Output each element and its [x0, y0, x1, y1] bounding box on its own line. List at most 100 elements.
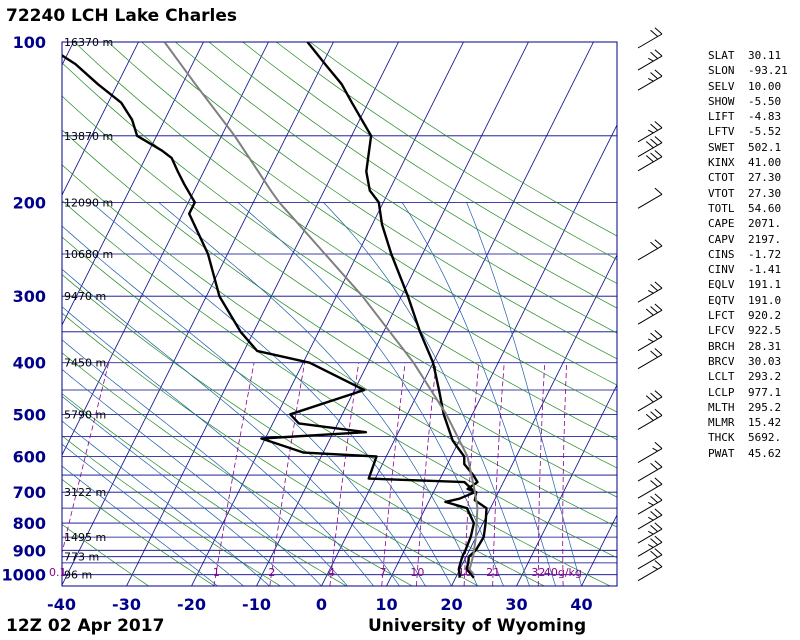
wind-barb-column — [637, 27, 663, 582]
observation-time: 12Z 02 Apr 2017 — [6, 616, 165, 636]
moist-adiabat-line — [62, 225, 426, 586]
pressure-tick-label: 400 — [13, 354, 46, 373]
wind-barb — [637, 69, 663, 91]
index-row: CINS -1.72 — [708, 247, 788, 262]
pressure-tick-label: 300 — [13, 287, 46, 306]
mixing-ratio-label: 1 — [213, 566, 220, 579]
mixing-ratio-label: 7 — [380, 566, 387, 579]
index-value: 30.03 — [748, 354, 782, 368]
mixing-ratio-line — [416, 362, 437, 586]
moist-adiabat-line — [91, 202, 452, 586]
index-value: 977.1 — [748, 385, 782, 399]
wind-barb — [637, 348, 663, 370]
wind-barb — [637, 441, 663, 463]
index-key: LIFT — [708, 110, 735, 124]
index-value: 295.2 — [748, 400, 782, 414]
index-value: 191.0 — [748, 293, 782, 307]
dry-adiabat-line — [208, 42, 617, 309]
height-label: 13870 m — [64, 130, 113, 143]
isotherm-line — [321, 42, 594, 586]
index-value: -1.41 — [748, 263, 782, 277]
mixing-ratio-label: 0.1 — [49, 566, 67, 579]
height-label: 16370 m — [64, 36, 113, 49]
index-value: 293.2 — [748, 370, 782, 384]
wind-barb — [637, 548, 663, 570]
isotherm-line — [191, 42, 464, 586]
mixing-ratio-line — [537, 362, 546, 586]
pressure-tick-label: 500 — [13, 405, 46, 424]
wind-barb — [637, 508, 663, 530]
index-key: THCK — [708, 431, 735, 445]
index-value: 28.31 — [748, 339, 782, 353]
index-key: PWAT — [708, 446, 735, 460]
temperature-tick-label: -10 — [242, 595, 271, 614]
moist-adiabat-line — [62, 395, 296, 586]
index-value: 922.5 — [748, 324, 782, 338]
moist-adiabat-line — [62, 465, 218, 586]
index-value: 10.00 — [748, 79, 782, 93]
wind-barb — [637, 330, 663, 352]
moist-adiabat-line — [62, 368, 322, 586]
moist-adiabat-line — [62, 443, 244, 586]
index-row: KINX 41.00 — [708, 155, 788, 170]
temperature-tick-label: -30 — [112, 595, 141, 614]
pressure-tick-label: 100 — [13, 33, 46, 52]
dry-adiabat-line — [62, 312, 479, 586]
index-key: LFCV — [708, 324, 735, 338]
moist-adiabat-line — [401, 202, 556, 586]
wind-barb — [637, 493, 663, 515]
index-row: CINV -1.41 — [708, 262, 788, 277]
moist-adiabat-line — [466, 202, 582, 586]
mixing-ratio-line — [562, 362, 568, 586]
index-row: MLMR 15.42 — [708, 415, 788, 430]
temperature-tick-label: 30 — [505, 595, 527, 614]
height-label: 96 m — [64, 569, 92, 582]
index-key: LFTV — [708, 125, 735, 139]
index-value: 5692. — [748, 431, 782, 445]
index-row: SHOW -5.50 — [708, 94, 788, 109]
index-row: MLTH 295.2 — [708, 400, 788, 415]
moist-adiabat-line — [158, 202, 478, 586]
isotherm-line — [516, 384, 617, 586]
moist-adiabat-line — [237, 202, 504, 586]
height-label: 1495 m — [64, 531, 106, 544]
index-row: LFCV 922.5 — [708, 323, 788, 338]
temperature-tick-label: 40 — [570, 595, 592, 614]
index-value: 920.2 — [748, 309, 782, 323]
height-label: 10680 m — [64, 248, 113, 261]
mixing-ratio-line — [463, 362, 480, 586]
index-row: TOTL 54.60 — [708, 201, 788, 216]
wind-barb — [637, 477, 663, 499]
index-row: SLON -93.21 — [708, 63, 788, 78]
pressure-tick-label: 200 — [13, 193, 46, 212]
dry-adiabat-line — [107, 42, 617, 386]
pressure-tick-label: 700 — [13, 483, 46, 502]
index-key: TOTL — [708, 201, 735, 215]
dry-adiabat-line — [62, 200, 617, 559]
index-key: LCLT — [708, 370, 735, 384]
moist-adiabat-line — [62, 268, 400, 586]
dry-adiabat-line — [62, 435, 281, 586]
index-value: 30.11 — [748, 49, 782, 62]
index-value: 15.42 — [748, 416, 782, 430]
index-row: CTOT 27.30 — [708, 170, 788, 185]
index-key: SWET — [708, 140, 735, 154]
index-key: BRCH — [708, 339, 735, 353]
index-key: VTOT — [708, 186, 735, 200]
index-row: LCLP 977.1 — [708, 385, 788, 400]
wind-barb — [637, 460, 663, 482]
height-label: 3122 m — [64, 486, 106, 499]
wind-barb — [637, 390, 663, 412]
index-row: SLAT 30.11 — [708, 48, 788, 63]
plot-frame — [61, 41, 618, 587]
dry-adiabat-line — [62, 478, 215, 586]
index-row: CAPV 2197. — [708, 232, 788, 247]
dry-adiabat-line — [62, 352, 413, 586]
index-key: CINV — [708, 263, 735, 277]
isotherm-line — [62, 42, 204, 326]
index-key: CINS — [708, 247, 735, 261]
wind-barb — [637, 136, 663, 158]
index-value: -5.52 — [748, 125, 782, 139]
mixing-ratio-line — [329, 362, 360, 586]
